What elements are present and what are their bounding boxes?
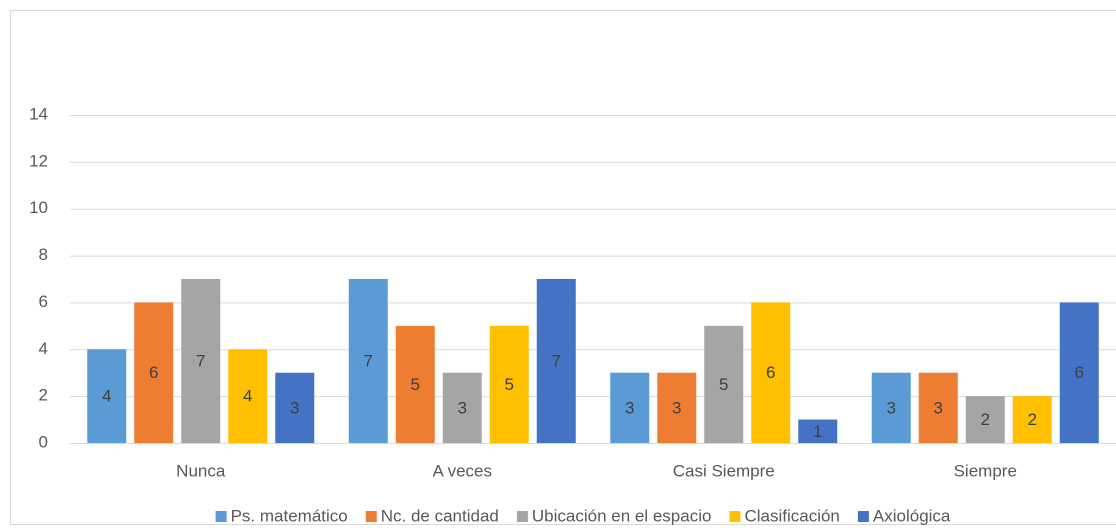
y-tick-label: 2 [39, 386, 48, 405]
bar [918, 372, 958, 443]
bar [657, 372, 697, 443]
x-tick-label: Siempre [954, 461, 1017, 480]
legend-label: Axiológica [873, 506, 951, 525]
bar [228, 349, 268, 443]
data-label: 2 [981, 410, 990, 429]
data-label: 7 [552, 351, 561, 370]
data-label: 5 [719, 375, 728, 394]
bar [704, 325, 744, 443]
bar [395, 325, 435, 443]
legend-swatch [729, 511, 741, 522]
legend-swatch [516, 511, 528, 522]
data-label: 4 [243, 387, 252, 406]
bar [87, 349, 127, 443]
data-label: 1 [813, 422, 822, 441]
bar [536, 279, 576, 443]
y-tick-label: 4 [39, 339, 48, 358]
legend-label: Nc. de cantidad [381, 506, 499, 525]
bar [965, 396, 1005, 443]
data-label: 7 [364, 351, 373, 370]
bar [751, 302, 791, 443]
bar [871, 372, 911, 443]
data-label: 3 [672, 398, 681, 417]
x-tick-label: Nunca [176, 461, 226, 480]
y-tick-label: 10 [29, 198, 48, 217]
legend-label: Ubicación en el espacio [532, 506, 712, 525]
data-label: 6 [1075, 363, 1084, 382]
data-label: 5 [505, 375, 514, 394]
y-tick-label: 14 [29, 104, 48, 123]
y-tick-label: 0 [39, 432, 48, 451]
data-label: 3 [887, 398, 896, 417]
y-tick-label: 6 [39, 292, 48, 311]
x-tick-label: Casi Siempre [673, 461, 775, 480]
y-tick-label: 12 [29, 151, 48, 170]
bar [134, 302, 174, 443]
data-label: 6 [149, 363, 158, 382]
bar [442, 372, 482, 443]
data-label: 5 [411, 375, 420, 394]
bar [1059, 302, 1099, 443]
legend-swatch [365, 511, 377, 522]
chart-border [10, 10, 1116, 525]
legend-swatch [215, 511, 227, 522]
data-label: 3 [290, 398, 299, 417]
data-label: 7 [196, 351, 205, 370]
legend-swatch [857, 511, 869, 522]
bar [275, 372, 315, 443]
data-label: 3 [625, 398, 634, 417]
data-label: 4 [102, 387, 111, 406]
bar [489, 325, 529, 443]
bar [348, 279, 388, 443]
bar [1012, 396, 1052, 443]
bar [181, 279, 221, 443]
y-tick-label: 8 [39, 245, 48, 264]
data-label: 3 [934, 398, 943, 417]
bar [798, 419, 838, 443]
bar [610, 372, 650, 443]
data-label: 2 [1028, 410, 1037, 429]
legend-label: Ps. matemático [231, 506, 348, 525]
data-label: 6 [766, 363, 775, 382]
legend-label: Clasificación [744, 506, 839, 525]
x-tick-label: A veces [432, 461, 492, 480]
data-label: 3 [458, 398, 467, 417]
